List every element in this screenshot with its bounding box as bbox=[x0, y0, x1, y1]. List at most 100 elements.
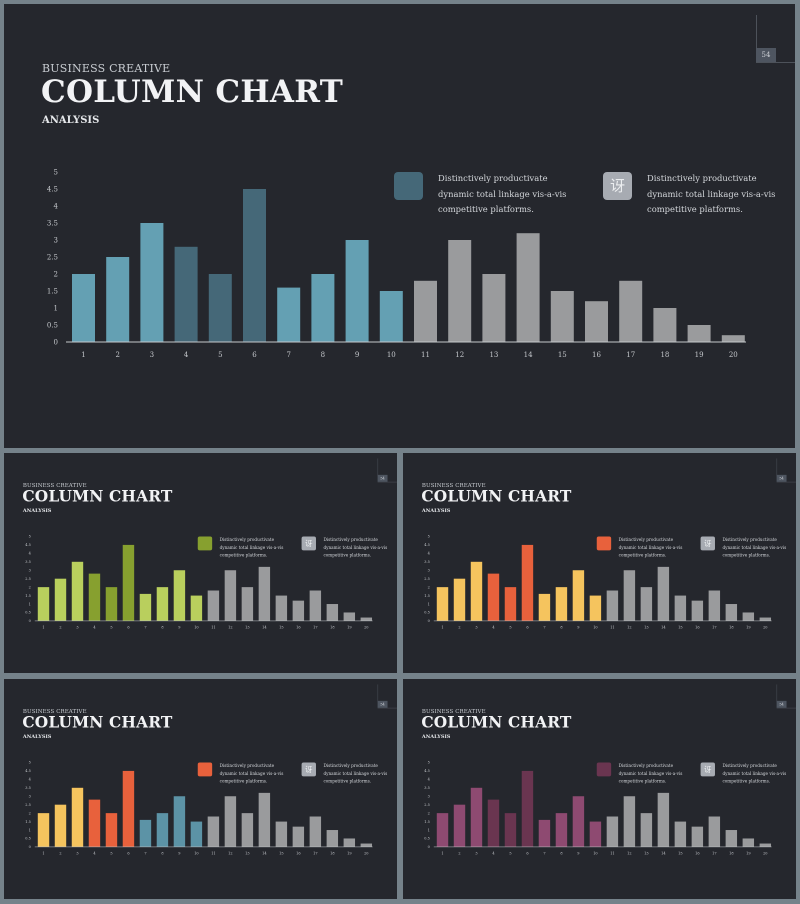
bar bbox=[414, 280, 437, 342]
legend-glyph-icon: 讶 bbox=[700, 762, 715, 777]
x-tick-label: 13 bbox=[245, 625, 249, 629]
bar bbox=[190, 821, 203, 847]
y-tick-label: 3 bbox=[428, 794, 430, 798]
y-tick-label: 3 bbox=[29, 568, 31, 572]
x-tick-label: 15 bbox=[678, 851, 682, 855]
bar bbox=[623, 796, 636, 847]
bar bbox=[139, 819, 152, 847]
y-tick-label: 5 bbox=[29, 761, 31, 765]
x-tick-label: 2 bbox=[59, 851, 61, 855]
bar bbox=[292, 600, 305, 621]
bar bbox=[37, 813, 50, 847]
bar bbox=[122, 544, 135, 621]
x-tick-label: 17 bbox=[313, 625, 317, 629]
x-tick-label: 8 bbox=[321, 351, 325, 359]
bar bbox=[538, 593, 551, 621]
slide-content: 54 BUSINESS CREATIVE COLUMN CHART ANALYS… bbox=[403, 679, 796, 899]
legend-glyph-icon: 讶 bbox=[301, 762, 316, 777]
x-tick-label: 19 bbox=[746, 851, 750, 855]
bar bbox=[619, 280, 643, 342]
bar bbox=[343, 612, 356, 621]
bar bbox=[504, 813, 517, 847]
x-tick-label: 17 bbox=[712, 625, 716, 629]
bar bbox=[326, 604, 339, 621]
legend-color-swatch bbox=[596, 536, 612, 551]
x-tick-label: 11 bbox=[610, 851, 614, 855]
slide-subtitle: ANALYSIS bbox=[22, 734, 52, 740]
y-tick-label: 0.5 bbox=[25, 611, 31, 615]
slide-subtitle: ANALYSIS bbox=[22, 508, 52, 514]
bar bbox=[606, 590, 619, 621]
bar bbox=[487, 799, 500, 847]
bar bbox=[309, 816, 322, 847]
x-tick-label: 16 bbox=[296, 851, 300, 855]
bar bbox=[453, 578, 466, 621]
slide-title: COLUMN CHART bbox=[421, 713, 572, 732]
bar bbox=[71, 787, 84, 847]
bar bbox=[708, 816, 721, 847]
legend-text-grey: Distinctively productivate dynamic total… bbox=[323, 536, 388, 558]
legend-color-swatch bbox=[596, 762, 612, 777]
x-tick-label: 3 bbox=[76, 625, 78, 629]
slide-supertitle: BUSINESS CREATIVE bbox=[421, 481, 486, 489]
bar bbox=[572, 570, 585, 621]
y-tick-label: 2 bbox=[428, 585, 430, 589]
y-tick-label: 1.5 bbox=[25, 820, 31, 824]
x-tick-label: 16 bbox=[695, 851, 699, 855]
x-tick-label: 4 bbox=[93, 625, 96, 629]
x-tick-label: 19 bbox=[746, 625, 750, 629]
x-tick-label: 9 bbox=[577, 851, 579, 855]
bar bbox=[140, 223, 164, 342]
y-tick-label: 5 bbox=[428, 535, 430, 539]
bar bbox=[585, 301, 608, 342]
bar bbox=[538, 819, 551, 847]
x-tick-label: 4 bbox=[93, 851, 96, 855]
x-tick-label: 8 bbox=[161, 625, 163, 629]
bar bbox=[309, 590, 322, 621]
y-tick-label: 0 bbox=[428, 619, 430, 623]
y-tick-label: 2 bbox=[54, 271, 58, 279]
y-tick-label: 0 bbox=[29, 845, 31, 849]
x-tick-label: 3 bbox=[76, 851, 78, 855]
bar bbox=[448, 240, 472, 342]
bar bbox=[207, 590, 220, 621]
bar bbox=[241, 587, 254, 621]
x-tick-label: 15 bbox=[678, 625, 682, 629]
slide-supertitle: BUSINESS CREATIVE bbox=[421, 707, 486, 715]
y-tick-label: 5 bbox=[29, 535, 31, 539]
column-chart: 00.511.522.533.544.551 2 3 4 5 6 7 8 9 10 11 12 13 14… bbox=[25, 761, 373, 855]
x-tick-label: 18 bbox=[330, 851, 334, 855]
y-tick-label: 4.5 bbox=[47, 186, 58, 194]
bar bbox=[275, 821, 288, 847]
y-tick-label: 0 bbox=[54, 339, 58, 347]
bar bbox=[71, 561, 84, 621]
x-tick-label: 11 bbox=[211, 625, 215, 629]
page-number-badge: 54 bbox=[377, 474, 388, 482]
slide-title: COLUMN CHART bbox=[22, 487, 173, 506]
y-tick-label: 2.5 bbox=[25, 577, 31, 581]
y-tick-label: 1.5 bbox=[424, 820, 430, 824]
bar bbox=[139, 593, 152, 621]
x-tick-label: 10 bbox=[593, 851, 597, 855]
bar bbox=[453, 804, 466, 847]
column-chart: 00.511.522.533.544.551 2 3 4 5 6 7 8 9 10 11 12 13 14… bbox=[25, 535, 373, 629]
x-tick-label: 15 bbox=[279, 851, 283, 855]
bar bbox=[504, 587, 517, 621]
corner-divider bbox=[756, 15, 757, 51]
x-tick-label: 4 bbox=[492, 625, 495, 629]
y-tick-label: 0.5 bbox=[424, 837, 430, 841]
bar bbox=[174, 246, 198, 342]
slide-supertitle: BUSINESS CREATIVE bbox=[42, 62, 171, 75]
y-tick-label: 2 bbox=[428, 811, 430, 815]
bar bbox=[482, 274, 506, 342]
x-tick-label: 11 bbox=[211, 851, 215, 855]
bar bbox=[470, 561, 483, 621]
x-tick-label: 9 bbox=[577, 625, 579, 629]
bar bbox=[555, 813, 568, 847]
x-tick-label: 20 bbox=[364, 851, 368, 855]
bar bbox=[436, 587, 449, 621]
bar bbox=[589, 595, 602, 621]
legend-color-swatch bbox=[197, 762, 213, 777]
x-tick-label: 15 bbox=[279, 625, 283, 629]
x-tick-label: 6 bbox=[526, 851, 528, 855]
